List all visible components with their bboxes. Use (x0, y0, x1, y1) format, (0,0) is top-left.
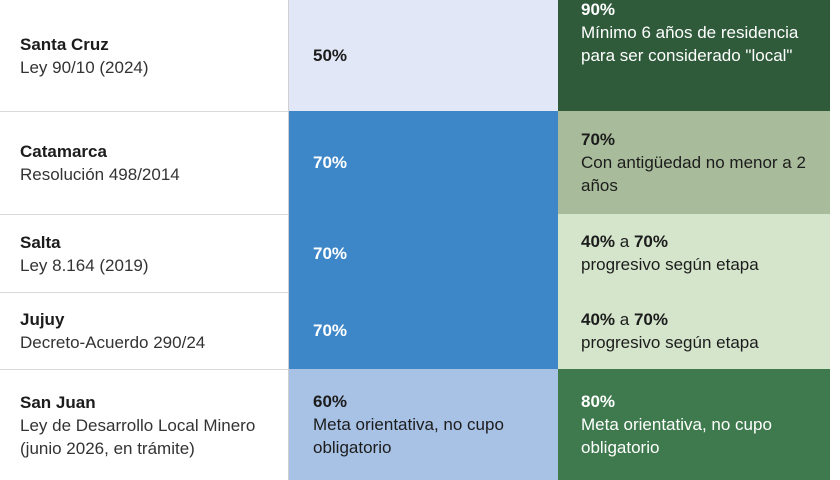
spacer (830, 369, 840, 480)
local-quota-value: 90% (581, 0, 616, 19)
local-quota-range: 40% a 70% (581, 230, 816, 253)
table-row: Salta Ley 8.164 (2019) 70% 40% a 70% pro… (0, 214, 840, 292)
province-name: Catamarca (20, 142, 107, 161)
local-quota-note: Con antigüedad no menor a 2 años (581, 153, 806, 195)
local-quota-joiner: a (615, 232, 634, 251)
workers-quota-cell: 60% Meta orientativa, no cupo obligatori… (288, 369, 558, 480)
local-quota-joiner: a (615, 309, 634, 329)
local-quota-cell: 40% a 70% progresivo según etapa (558, 292, 830, 369)
workers-quota-cell: 70% (288, 292, 558, 369)
province-cell: Jujuy Decreto-Acuerdo 290/24 (0, 292, 288, 369)
province-law: Decreto-Acuerdo 290/24 (20, 333, 206, 352)
spacer (830, 292, 840, 369)
local-quota-note: progresivo según etapa (581, 332, 759, 352)
local-quota-range: 40% a 70% (581, 308, 816, 331)
local-quota-from: 40% (581, 309, 616, 329)
spacer (830, 214, 840, 292)
local-quota-value: 70% (581, 130, 616, 149)
workers-quota-value: 70% (313, 243, 348, 263)
province-law: Resolución 498/2014 (20, 165, 180, 184)
province-cell: Santa Cruz Ley 90/10 (2024) (0, 0, 288, 111)
spacer (830, 111, 840, 214)
workers-quota-value: 50% (313, 46, 348, 65)
workers-quota-cell: 70% (288, 111, 558, 214)
table-row: Catamarca Resolución 498/2014 70% 70% Co… (0, 111, 840, 214)
table-row: Santa Cruz Ley 90/10 (2024) 50% 90% Míni… (0, 0, 840, 111)
local-quota-cell: 40% a 70% progresivo según etapa (558, 214, 830, 292)
province-law: Ley 8.164 (2019) (20, 255, 149, 275)
province-name: Santa Cruz (20, 34, 109, 54)
local-quota-to: 70% (633, 309, 668, 329)
province-cell: Salta Ley 8.164 (2019) (0, 214, 288, 292)
local-quota-to: 70% (633, 232, 668, 251)
local-quota-cell: 70% Con antigüedad no menor a 2 años (558, 111, 830, 214)
workers-quota-value: 70% (313, 321, 348, 340)
spacer (830, 0, 840, 111)
province-name: Jujuy (20, 310, 65, 329)
workers-quota-note: Meta orientativa, no cupo obligatorio (313, 415, 504, 457)
local-quota-value: 80% (581, 392, 616, 411)
workers-quota-value: 60% (313, 392, 348, 411)
workers-quota-cell: 70% (288, 214, 558, 292)
local-quota-note: progresivo según etapa (581, 255, 759, 274)
local-quota-cell: 90% Mínimo 6 años de residencia para ser… (558, 0, 830, 111)
local-quota-note: Mínimo 6 años de residencia para ser con… (581, 23, 799, 65)
table-row: Jujuy Decreto-Acuerdo 290/24 70% 40% a 7… (0, 292, 840, 369)
province-law: Ley 90/10 (2024) (20, 57, 149, 77)
local-quota-cell: 80% Meta orientativa, no cupo obligatori… (558, 369, 830, 480)
local-quota-from: 40% (581, 232, 616, 251)
province-name: Salta (20, 232, 61, 252)
province-name: San Juan (20, 392, 96, 412)
table-row: San Juan Ley de Desarrollo Local Minero … (0, 369, 840, 480)
province-cell: Catamarca Resolución 498/2014 (0, 111, 288, 214)
province-law: Ley de Desarrollo Local Minero (junio 20… (20, 415, 256, 458)
local-quota-note: Meta orientativa, no cupo obligatorio (581, 415, 772, 457)
workers-quota-cell: 50% (288, 0, 558, 111)
workers-quota-value: 70% (313, 153, 348, 172)
province-cell: San Juan Ley de Desarrollo Local Minero … (0, 369, 288, 480)
